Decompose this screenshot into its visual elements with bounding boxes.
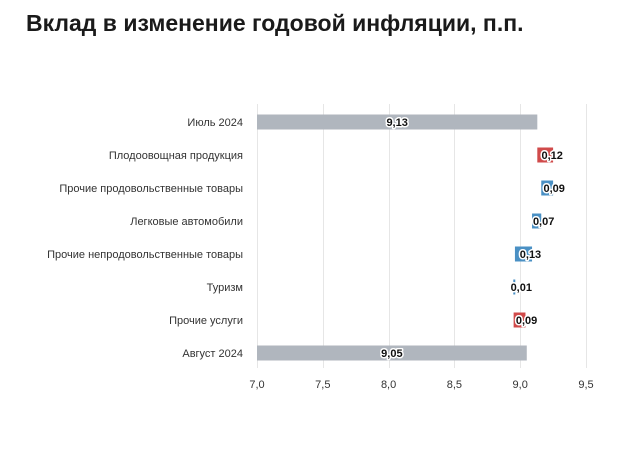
total-bar <box>257 114 538 130</box>
data-label-halo: 0,09 <box>516 315 537 327</box>
increase-bar <box>537 147 554 163</box>
x-tick-label: 7,5 <box>315 379 330 391</box>
data-label: 0,09 <box>516 315 537 327</box>
data-label: 0,07 <box>533 216 554 228</box>
data-label-halo: 0,09 <box>543 183 564 195</box>
increase-bar <box>513 312 526 328</box>
data-label-halo: 0,07 <box>533 216 554 228</box>
data-label: 0,12 <box>541 150 562 162</box>
data-label-halo: 0,13 <box>520 249 541 261</box>
data-labels: 9,139,130,120,120,090,090,070,070,130,13… <box>380 116 567 362</box>
data-label-halo: 9,05 <box>381 348 402 360</box>
category-labels: Июль 2024 Плодоовощная продукция Прочие пр… <box>47 117 243 360</box>
data-label: 0,09 <box>543 183 564 195</box>
category-label: Прочие продовольственные товары <box>59 183 243 195</box>
category-label: Прочие непродовольственные товары <box>47 249 243 261</box>
total-bar <box>257 345 527 361</box>
data-label: 9,13 <box>386 117 407 129</box>
category-label: Прочие услуги <box>169 315 243 327</box>
data-label-halo: 9,13 <box>386 117 407 129</box>
data-label: 9,05 <box>381 348 402 360</box>
data-label-halo: 0,01 <box>511 282 532 294</box>
x-tick-label: 9,0 <box>513 379 528 391</box>
decrease-bar <box>514 246 533 262</box>
category-label: Туризм <box>207 282 243 294</box>
category-label: Август 2024 <box>182 348 243 360</box>
x-tick-label: 9,5 <box>578 379 593 391</box>
grid-lines <box>257 104 587 368</box>
x-tick-label: 7,0 <box>249 379 264 391</box>
chart-title: Вклад в изменение годовой инфляции, п.п. <box>26 10 524 36</box>
data-label: 0,01 <box>511 282 532 294</box>
x-axis-ticks: 7,0 7,5 8,0 8,5 9,0 9,5 <box>249 379 593 391</box>
data-label: 0,13 <box>520 249 541 261</box>
decrease-bar <box>532 213 542 229</box>
data-label-halo: 0,12 <box>541 150 562 162</box>
x-tick-label: 8,0 <box>381 379 396 391</box>
decrease-bar <box>513 279 516 295</box>
category-label: Июль 2024 <box>187 117 243 129</box>
category-label: Плодоовощная продукция <box>109 150 243 162</box>
bars <box>257 114 554 361</box>
category-label: Легковые автомобили <box>130 216 243 228</box>
decrease-bar <box>541 180 554 196</box>
x-tick-label: 8,5 <box>447 379 462 391</box>
